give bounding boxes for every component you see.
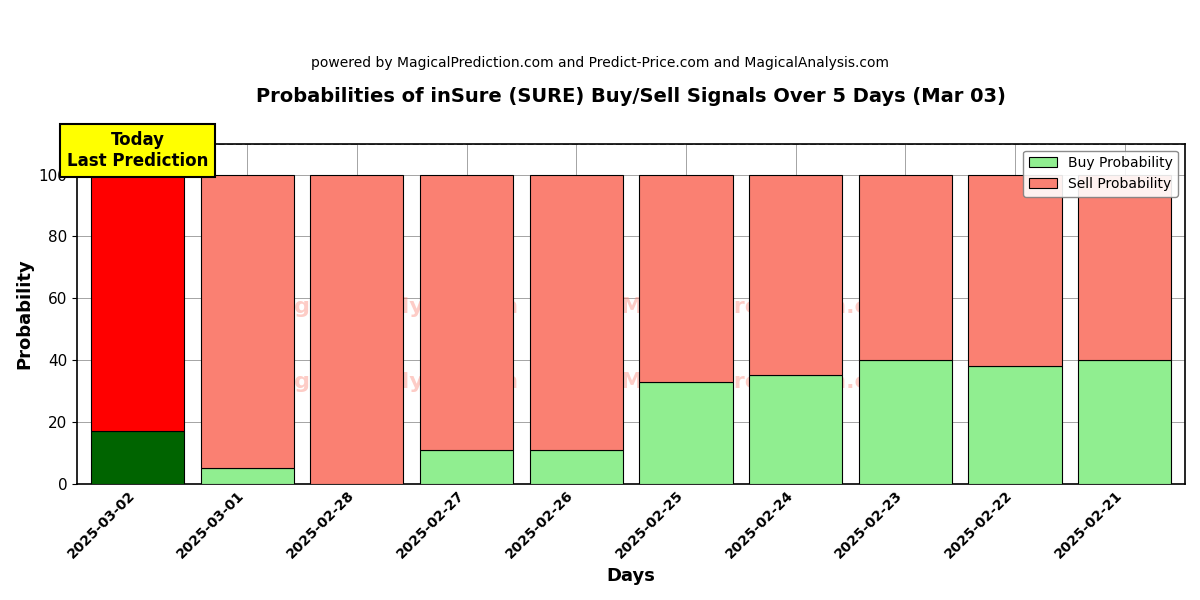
Title: Probabilities of inSure (SURE) Buy/Sell Signals Over 5 Days (Mar 03): Probabilities of inSure (SURE) Buy/Sell … bbox=[256, 87, 1006, 106]
Bar bbox=[420, 449, 514, 484]
Bar bbox=[749, 175, 842, 376]
Text: powered by MagicalPrediction.com and Predict-Price.com and MagicalAnalysis.com: powered by MagicalPrediction.com and Pre… bbox=[311, 56, 889, 70]
Bar bbox=[859, 175, 952, 360]
Text: MagicalPrediction.com: MagicalPrediction.com bbox=[622, 371, 907, 392]
Y-axis label: Probability: Probability bbox=[14, 258, 32, 369]
Bar bbox=[640, 382, 732, 484]
Text: Today
Last Prediction: Today Last Prediction bbox=[67, 131, 208, 170]
Bar bbox=[200, 468, 294, 484]
Bar bbox=[529, 175, 623, 449]
Text: MagicalPrediction.com: MagicalPrediction.com bbox=[622, 297, 907, 317]
Bar bbox=[859, 360, 952, 484]
Bar bbox=[1078, 360, 1171, 484]
Bar bbox=[200, 175, 294, 468]
Text: MagicalAnalysis.com: MagicalAnalysis.com bbox=[257, 297, 518, 317]
Bar bbox=[420, 175, 514, 449]
Bar bbox=[968, 175, 1062, 366]
Bar bbox=[968, 366, 1062, 484]
Bar bbox=[640, 175, 732, 382]
Text: MagicalAnalysis.com: MagicalAnalysis.com bbox=[257, 371, 518, 392]
Legend: Buy Probability, Sell Probability: Buy Probability, Sell Probability bbox=[1024, 151, 1178, 197]
Bar bbox=[311, 175, 403, 484]
X-axis label: Days: Days bbox=[607, 567, 655, 585]
Bar bbox=[91, 175, 184, 431]
Bar bbox=[749, 376, 842, 484]
Bar bbox=[1078, 175, 1171, 360]
Bar bbox=[91, 431, 184, 484]
Bar bbox=[529, 449, 623, 484]
